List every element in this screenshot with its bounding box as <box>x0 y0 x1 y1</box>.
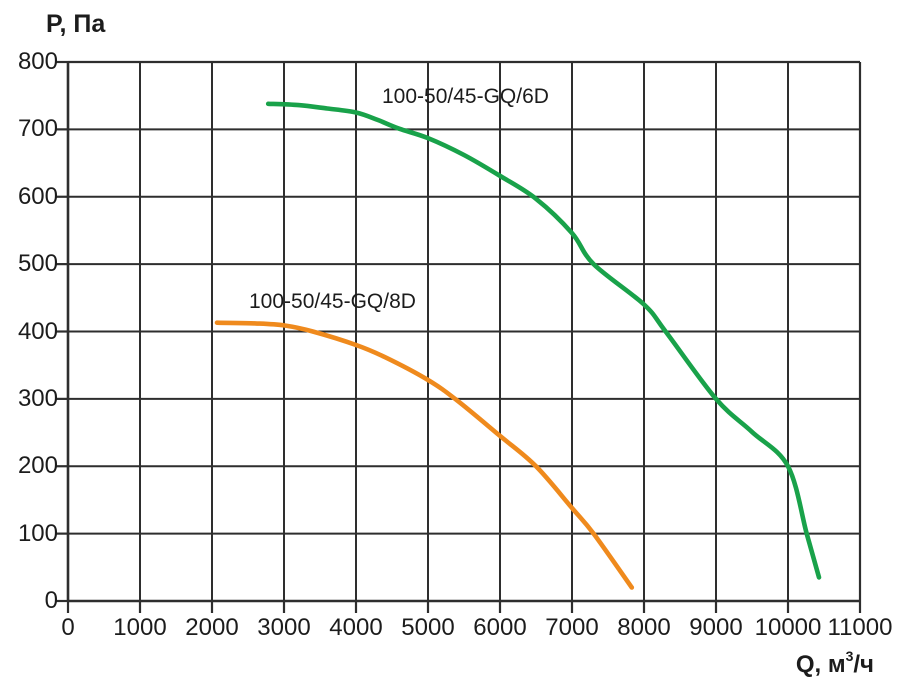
y-tick-label: 400 <box>17 317 58 345</box>
x-tick-label: 7000 <box>545 614 599 641</box>
x-tick-label: 0 <box>61 614 75 641</box>
x-axis-title-superscript: 3 <box>845 648 854 664</box>
x-tick-label: 8000 <box>617 614 671 641</box>
x-axis-title: Q, м3/ч <box>795 648 874 678</box>
y-tick-label: 700 <box>17 115 58 143</box>
x-tick-label: 10000 <box>754 614 822 641</box>
curve-label-8d: 100-50/45-GQ/8D <box>249 290 416 313</box>
x-tick-label: 2000 <box>185 614 239 641</box>
x-tick-label: 5000 <box>401 614 455 641</box>
y-tick-label: 500 <box>17 250 58 278</box>
x-tick-label: 6000 <box>473 614 527 641</box>
y-tick-label: 100 <box>17 519 58 547</box>
y-tick-label: 300 <box>17 384 58 412</box>
curve-100-50/45-GQ/8D <box>214 320 635 590</box>
x-tick-label: 4000 <box>329 614 383 641</box>
y-tick-label: 800 <box>17 48 58 75</box>
x-tick-label: 11000 <box>827 614 893 641</box>
curve-label-6d: 100-50/45-GQ/6D <box>382 85 549 108</box>
x-tick-label: 9000 <box>689 614 743 641</box>
x-axis-title-text: Q, м <box>795 651 846 678</box>
y-axis-title: P, Па <box>46 10 106 38</box>
y-tick-label: 600 <box>17 182 58 210</box>
x-tick-label: 3000 <box>257 614 311 641</box>
curve-100-50/45-GQ/6D <box>265 101 822 580</box>
x-axis-title-unit: /ч <box>853 651 874 678</box>
y-tick-label: 0 <box>44 587 58 614</box>
y-tick-label: 200 <box>17 452 58 480</box>
x-tick-label: 1000 <box>113 614 167 641</box>
